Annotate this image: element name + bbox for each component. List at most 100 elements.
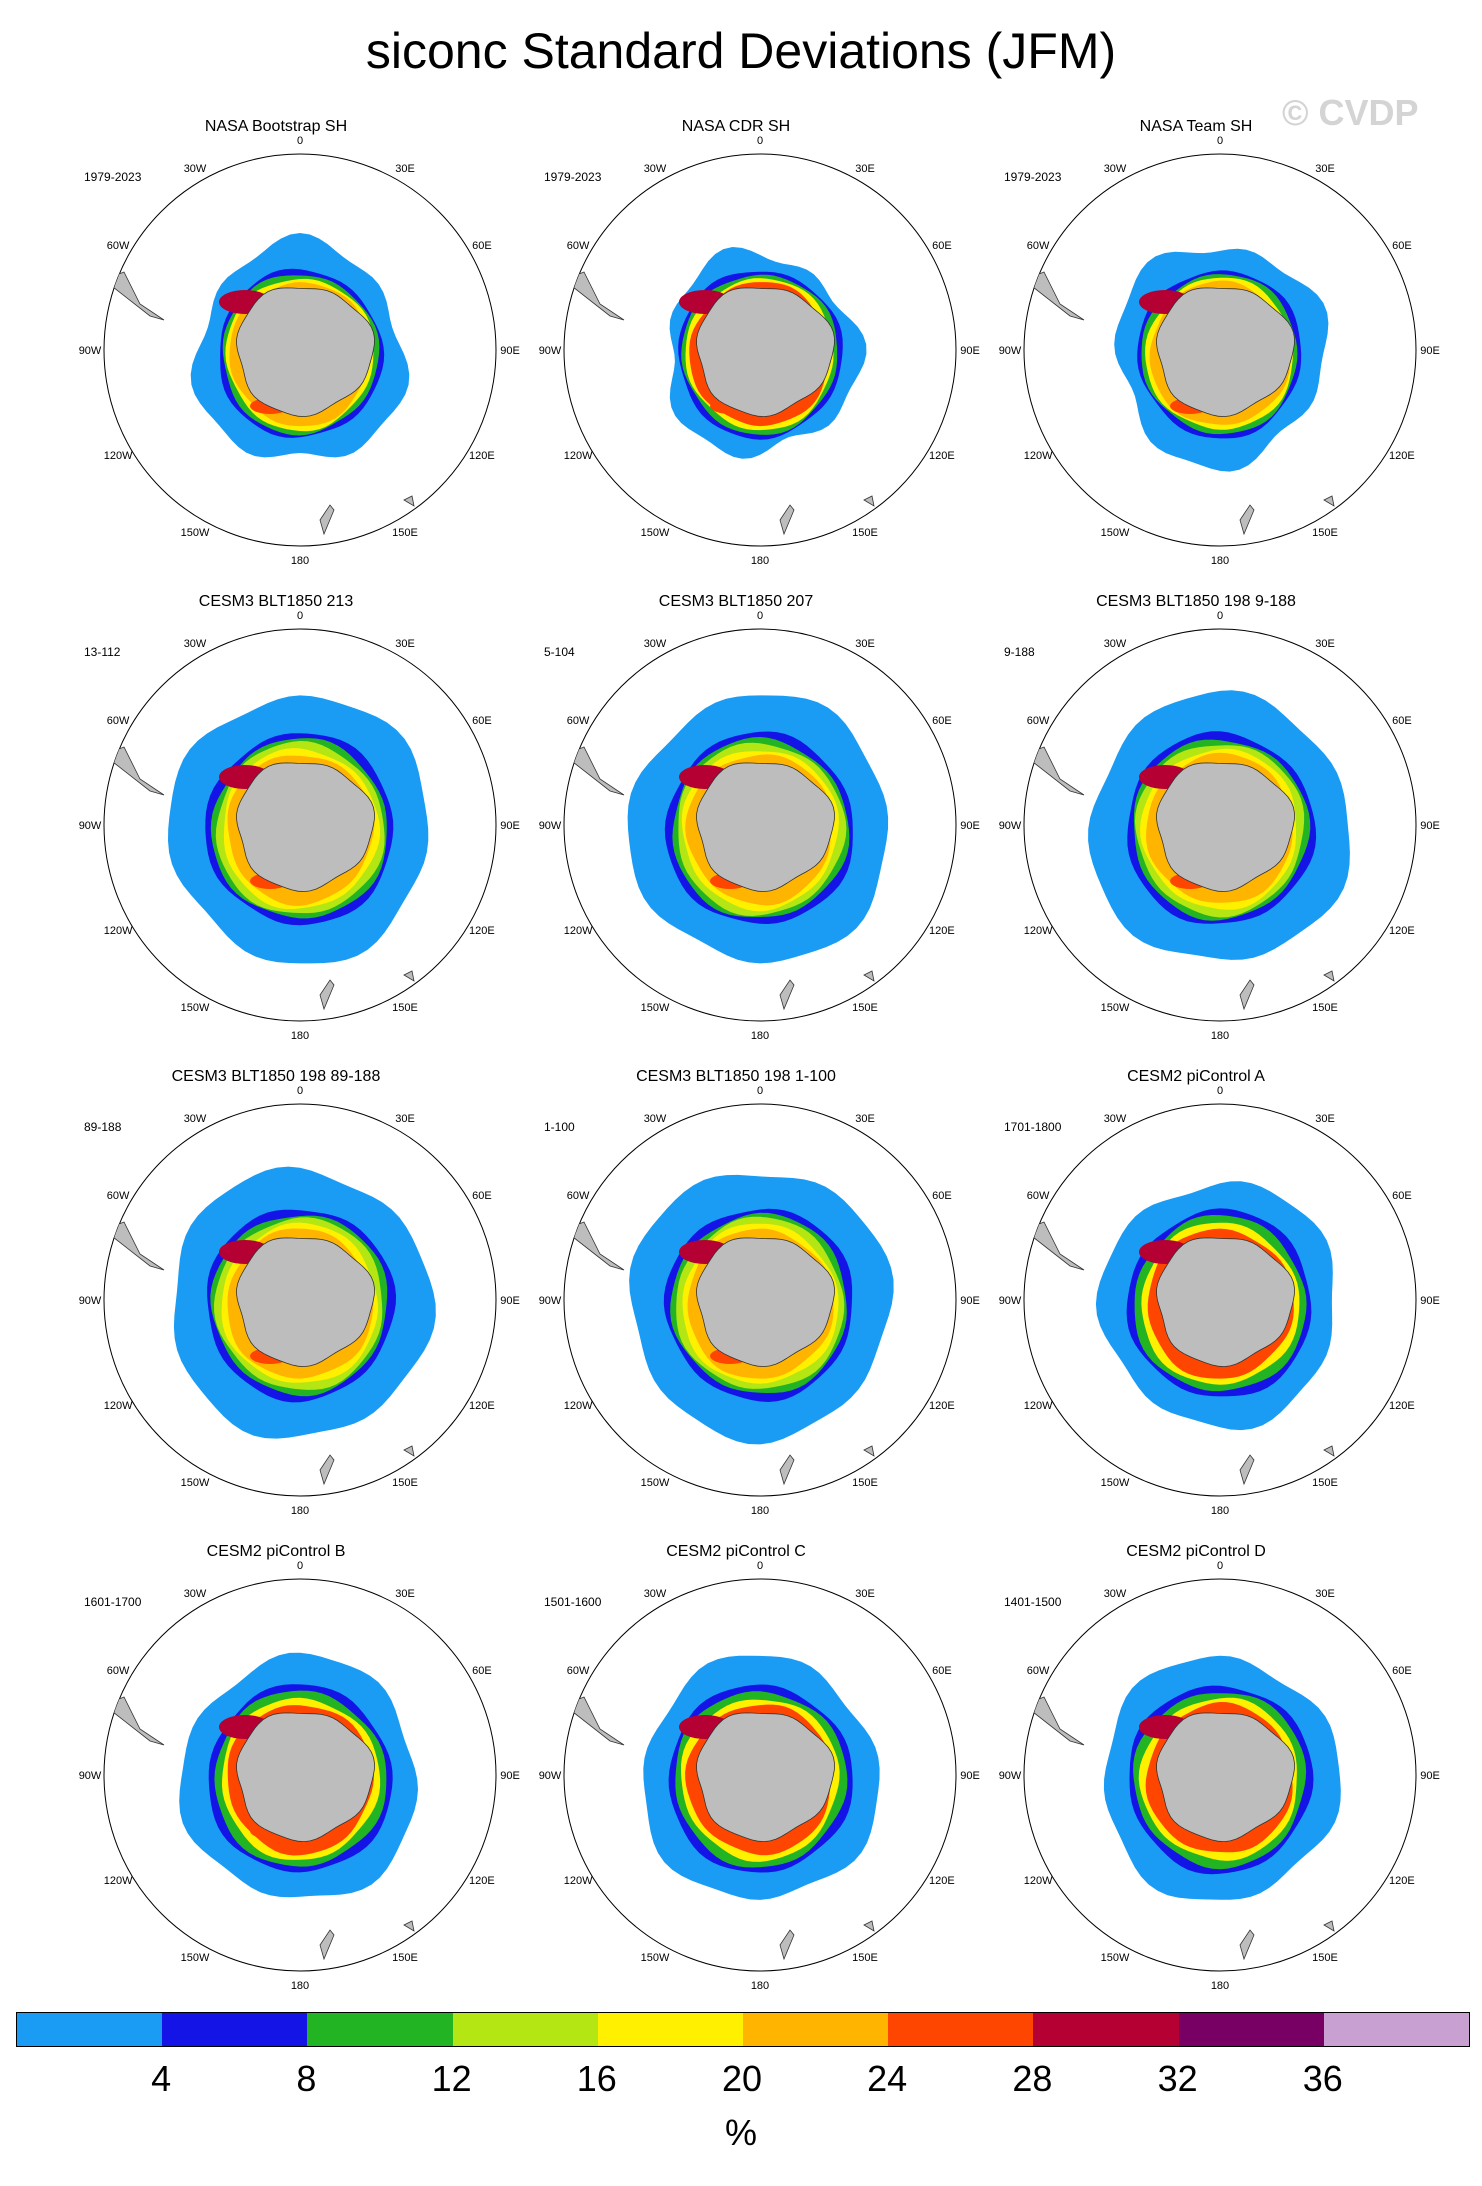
longitude-label: 90E: [960, 1770, 980, 1782]
colorbar-tick-label: 20: [721, 2058, 763, 2099]
longitude-label: 0: [297, 1085, 303, 1097]
longitude-label: 180: [291, 555, 309, 567]
longitude-label: 60E: [1392, 240, 1412, 252]
map-panel: CESM3 BLT1850 198 1-100 1-100 0 30E 60E 90E 12…: [476, 1068, 996, 1546]
south-america-tip: [564, 746, 625, 796]
longitude-label: 90W: [999, 1295, 1022, 1307]
longitude-label: 60W: [567, 240, 590, 252]
new-zealand: [779, 1454, 795, 1486]
longitude-label: 150E: [392, 1477, 418, 1489]
longitude-label: 180: [291, 1505, 309, 1517]
new-zealand: [319, 979, 335, 1011]
longitude-label: 120E: [1389, 1400, 1415, 1412]
antarctica-landmass: [1156, 1237, 1295, 1368]
longitude-label: 120W: [564, 450, 593, 462]
longitude-label: 180: [1211, 1030, 1229, 1042]
longitude-label: 90W: [79, 820, 102, 832]
longitude-label: 150E: [852, 1952, 878, 1964]
colorbar-tick-label: 12: [431, 2058, 472, 2099]
south-america-tip: [104, 271, 165, 321]
longitude-label: 90W: [539, 1770, 562, 1782]
longitude-label: 120E: [469, 925, 495, 937]
longitude-label: 180: [1211, 1980, 1229, 1992]
longitude-label: 90E: [500, 820, 520, 832]
longitude-label: 0: [297, 610, 303, 622]
longitude-label: 30E: [395, 638, 415, 650]
longitude-label: 30W: [644, 638, 667, 650]
longitude-label: 60W: [1027, 1190, 1050, 1202]
antarctica-landmass: [696, 762, 835, 893]
longitude-label: 150W: [1101, 1952, 1130, 1964]
longitude-label: 90E: [1420, 820, 1440, 832]
colorbar: [16, 2012, 1470, 2047]
panel-year-range: 1-100: [544, 1120, 575, 1134]
longitude-label: 30W: [1104, 163, 1127, 175]
map-panel: CESM3 BLT1850 207 5-104 0 30E 60E 90E 120E 150E…: [476, 593, 996, 1071]
longitude-label: 60E: [472, 715, 492, 727]
colorbar-units: %: [725, 2112, 758, 2153]
longitude-label: 60W: [107, 715, 130, 727]
new-zealand: [1239, 504, 1255, 536]
south-america-tip: [564, 1696, 625, 1746]
longitude-label: 60E: [1392, 715, 1412, 727]
panel-year-range: 1401-1500: [1004, 1595, 1062, 1609]
longitude-label: 30W: [184, 638, 207, 650]
longitude-label: 120W: [564, 1400, 593, 1412]
polar-map: 0 30E 60E 90E 120E 150E 180 150W 120W 90W 60W 30W: [539, 1560, 980, 1992]
tasmania: [863, 1920, 875, 1932]
longitude-label: 90E: [960, 820, 980, 832]
longitude-label: 90E: [960, 1295, 980, 1307]
panel-title: NASA CDR SH: [681, 118, 791, 135]
longitude-label: 120E: [929, 1875, 955, 1887]
panel-title: CESM3 BLT1850 198 1-100: [636, 1068, 836, 1085]
panel-title: CESM2 piControl C: [666, 1543, 806, 1560]
longitude-label: 150W: [181, 1952, 210, 1964]
polar-map: 0 30E 60E 90E 120E 150E 180 150W 120W 90W 60W 30W: [79, 1560, 520, 1992]
colorbar-tick-label: 36: [1302, 2058, 1343, 2099]
longitude-label: 120E: [1389, 925, 1415, 937]
longitude-label: 30E: [395, 1588, 415, 1600]
longitude-label: 60W: [107, 1665, 130, 1677]
colorbar-tick-label: 32: [1157, 2058, 1198, 2099]
polar-map: 0 30E 60E 90E 120E 150E 180 150W 120W 90W 60W 30W: [999, 135, 1440, 567]
longitude-label: 150W: [181, 527, 210, 539]
polar-map: 0 30E 60E 90E 120E 150E 180 150W 120W 90W 60W 30W: [79, 135, 520, 567]
longitude-label: 180: [291, 1980, 309, 1992]
longitude-label: 30E: [855, 1588, 875, 1600]
longitude-label: 90E: [500, 1770, 520, 1782]
colorbar-swatch: [162, 2013, 308, 2046]
longitude-label: 90E: [1420, 345, 1440, 357]
longitude-label: 30E: [1315, 1113, 1335, 1125]
antarctica-landmass: [236, 762, 375, 893]
longitude-label: 60W: [107, 1190, 130, 1202]
longitude-label: 30E: [855, 1113, 875, 1125]
longitude-label: 150E: [392, 527, 418, 539]
longitude-label: 150E: [1312, 1002, 1338, 1014]
colorbar-swatch: [597, 2013, 744, 2046]
longitude-label: 150E: [1312, 1952, 1338, 1964]
polar-map: 0 30E 60E 90E 120E 150E 180 150W 120W 90W 60W 30W: [999, 1560, 1440, 1992]
longitude-label: 60E: [932, 715, 952, 727]
panel-year-range: 13-112: [84, 645, 121, 659]
panel-title: CESM3 BLT1850 198 9-188: [1096, 593, 1296, 610]
antarctica-landmass: [1156, 287, 1295, 418]
longitude-label: 90W: [999, 345, 1022, 357]
longitude-label: 90E: [500, 1295, 520, 1307]
longitude-label: 90W: [999, 820, 1022, 832]
longitude-label: 120W: [1024, 925, 1053, 937]
longitude-label: 120E: [469, 1875, 495, 1887]
map-panel: CESM3 BLT1850 198 89-188 89-188 0 30E 60E 90E…: [16, 1068, 536, 1546]
longitude-label: 60E: [472, 1190, 492, 1202]
colorbar-swatch: [1323, 2013, 1470, 2046]
longitude-label: 120E: [929, 1400, 955, 1412]
longitude-label: 120W: [1024, 1875, 1053, 1887]
south-america-tip: [564, 1221, 625, 1271]
longitude-label: 90W: [79, 1295, 102, 1307]
map-panel: CESM2 piControl D 1401-1500 0 30E 60E 90E 120E…: [936, 1543, 1456, 2021]
colorbar-tick-label: 8: [296, 2058, 317, 2099]
panel-title: CESM3 BLT1850 213: [198, 593, 354, 610]
panel-title: CESM3 BLT1850 198 89-188: [171, 1068, 381, 1085]
longitude-label: 30W: [184, 1588, 207, 1600]
map-panel: CESM2 piControl B 1601-1700 0 30E 60E 90E 120E…: [16, 1543, 536, 2021]
longitude-label: 90W: [999, 1770, 1022, 1782]
